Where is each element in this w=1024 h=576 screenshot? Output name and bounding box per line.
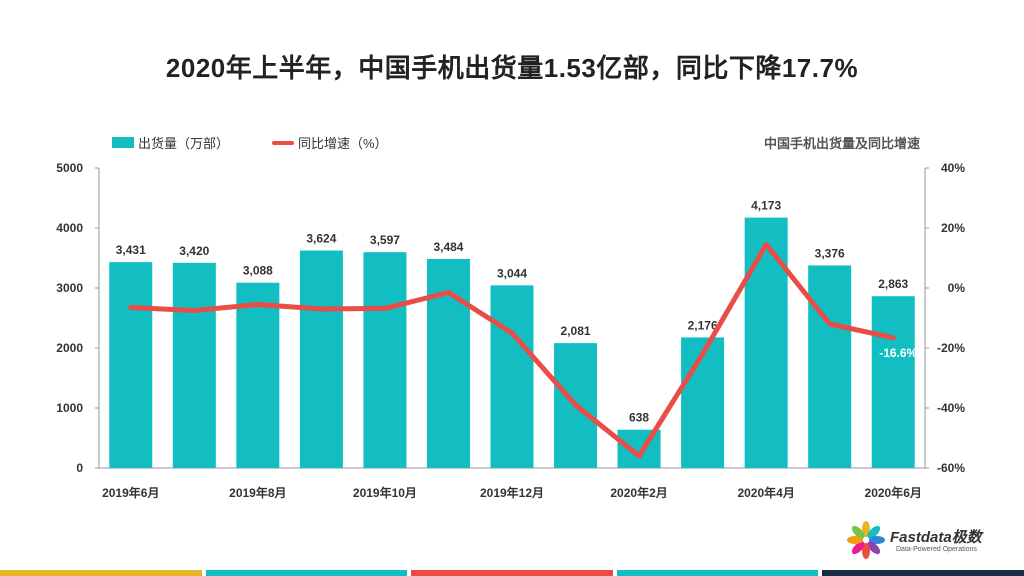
bar-data-label: 3,431 [116,243,146,257]
growth-rate-point [511,332,513,334]
page-title: 2020年上半年，中国手机出货量1.53亿部，同比下降17.7% [165,53,859,83]
legend-label-shipments: 出货量（万部） [138,136,230,151]
y-tick-right-label: 40% [941,161,965,175]
x-tick-label: 2020年6月 [865,485,922,500]
y-tick-right-label: 20% [941,221,965,235]
x-tick-label: 2019年12月 [480,485,544,500]
bar [109,262,153,468]
brand-logo: Fastdata极数 Data-Powered Operations [846,520,1006,560]
growth-rate-point [638,455,640,457]
growth-rate-point [130,307,132,308]
bar [172,262,216,468]
y-tick-right-label: -40% [937,401,965,415]
y-tick-right-label: 0% [948,281,966,295]
bar-data-label: 2,176 [688,318,718,332]
bar-data-label: 3,044 [497,266,527,280]
bar-data-label: 638 [629,411,649,425]
y-tick-right-label: -60% [937,461,965,475]
footer-stripes [0,570,1024,576]
growth-rate-point [829,323,831,325]
x-tick-label: 2020年4月 [737,485,794,500]
bar [490,285,534,468]
legend-line-swatch [272,140,294,145]
x-tick-label: 2019年8月 [229,485,286,500]
legend-label-growth: 同比增速（%） [298,136,388,151]
growth-rate-point [447,292,449,293]
x-tick-label: 2020年2月 [610,485,667,500]
growth-rate-point [384,307,386,309]
growth-rate-point [193,310,195,311]
bar [299,250,343,468]
bar [681,337,725,468]
y-tick-right-label: -20% [937,341,965,355]
y-tick-left-label: 3000 [56,281,83,295]
footer-stripe-2 [411,570,613,576]
bar-data-label: 3,624 [306,232,336,246]
x-tick-label: 2019年10月 [353,485,417,500]
growth-rate-point [320,308,322,310]
growth-rate-end-label: -16.6% [879,346,917,360]
legend-item-shipments: 出货量（万部） [112,133,229,152]
footer-stripe-4 [822,570,1024,576]
footer-stripe-0 [0,570,202,576]
footer-stripe-3 [616,570,819,576]
y-tick-left-label: 1000 [56,401,83,415]
x-tick-label: 2019年6月 [102,485,159,500]
growth-rate-point [702,353,704,355]
bar-data-label: 3,088 [243,264,273,278]
bar-data-label: 3,597 [370,233,400,247]
y-tick-left-label: 2000 [56,341,83,355]
bar [744,217,788,468]
bar-data-label: 3,420 [179,244,209,258]
bar-data-label: 3,376 [815,246,845,260]
bar [236,282,280,468]
bar-data-label: 2,863 [878,277,908,291]
footer-stripe-1 [205,570,408,576]
bar-data-label: 4,173 [751,199,781,213]
bar [808,265,852,468]
y-tick-left-label: 5000 [56,161,83,175]
y-tick-left-label: 4000 [56,221,83,235]
y-tick-left-label: 0 [76,461,83,475]
bar [363,252,407,468]
growth-rate-point [765,244,767,245]
bar [871,296,915,468]
bar-data-label: 2,081 [561,324,591,338]
legend-bar-swatch [112,137,134,148]
growth-rate-point [575,404,577,406]
chart-subtitle: 中国手机出货量及同比增速 [763,136,920,151]
bar-data-label: 3,484 [433,240,463,254]
growth-rate-point [257,304,259,305]
logo-tagline: Data-Powered Operations [896,546,977,553]
logo-name: Fastdata极数 [890,529,982,546]
legend-item-growth: 同比增速（%） [272,133,388,152]
growth-rate-point [892,337,894,339]
flower-logo-icon [847,521,885,559]
